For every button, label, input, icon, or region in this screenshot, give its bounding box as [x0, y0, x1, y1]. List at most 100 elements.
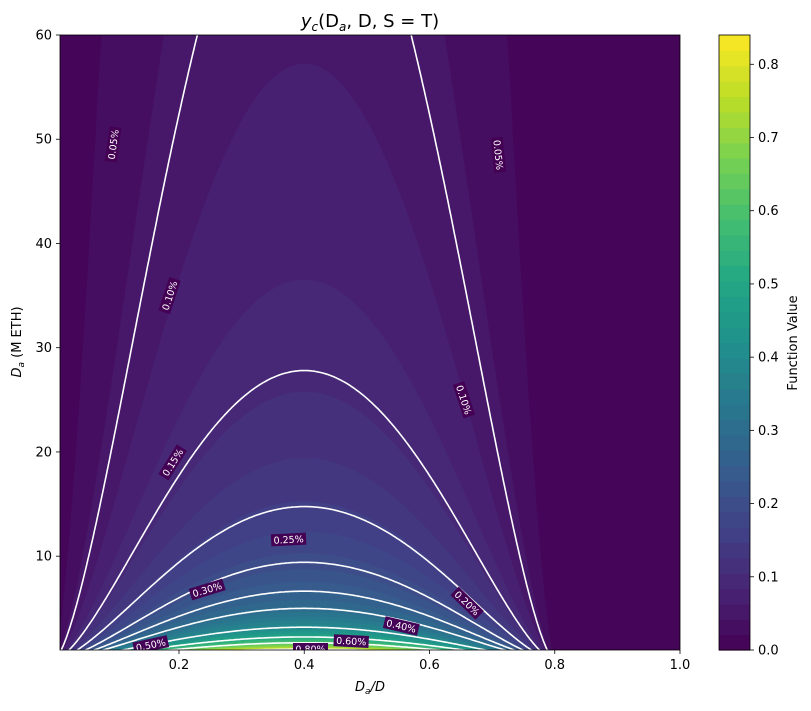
contour-label: 0.05% — [104, 126, 122, 163]
contour-label-text: 0.80% — [295, 645, 325, 656]
colorbar-band — [719, 450, 750, 467]
colorbar-band — [719, 65, 750, 82]
colorbar-band — [719, 465, 750, 482]
colorbar-band — [719, 327, 750, 344]
contour-label-layer: 0.05% 0.05%0.10%0.10%0.15%0.20%0.25%0.30%… — [104, 126, 507, 656]
y-tick-label: 30 — [35, 341, 52, 356]
contour-label: 0.60% — [333, 634, 369, 648]
colorbar-band — [719, 311, 750, 328]
contour-label: 0.80% — [293, 643, 328, 656]
contour-label-bg — [293, 643, 328, 650]
colorbar-band — [719, 603, 750, 620]
contour-line — [92, 590, 517, 650]
contour-label-text: 0.05% — [107, 129, 122, 160]
colorbar-band — [719, 557, 750, 574]
colorbar-band — [719, 234, 750, 251]
colorbar-bands — [719, 35, 750, 651]
filled-contour-layer — [60, 35, 680, 650]
colorbar-ticks: 0.0 0.1 0.2 0.3 0.4 0.5 0.6 0.7 0.8 — [750, 58, 779, 659]
contour-label-bg — [158, 277, 181, 315]
chart-title: yc(Da, D, S = T) — [300, 11, 439, 34]
colorbar-band — [719, 219, 750, 236]
contour-label-bg — [188, 578, 226, 601]
contour-label-bg — [450, 586, 484, 620]
contour-label-bg — [270, 532, 307, 547]
colorbar-tick-label: 0.1 — [758, 570, 779, 585]
colorbar-band — [719, 373, 750, 390]
contour-line — [162, 642, 446, 650]
colorbar-band — [719, 204, 750, 221]
colorbar-band — [719, 142, 750, 159]
colorbar-band — [719, 634, 750, 651]
x-tick-label: 0.8 — [544, 658, 565, 673]
colorbar-band — [719, 265, 750, 282]
colorbar-tick-label: 0.0 — [758, 644, 779, 659]
plot-area: 0.05% 0.05%0.10%0.10%0.15%0.20%0.25%0.30%… — [60, 35, 680, 656]
contour-label-bg — [104, 126, 122, 163]
colorbar-tick-label: 0.4 — [758, 351, 779, 366]
contour-label-text: 0.60% — [336, 636, 367, 649]
contour-label-bg — [382, 616, 420, 636]
colorbar-tick-label: 0.8 — [758, 58, 779, 73]
colorbar-tick-label: 0.5 — [758, 277, 779, 292]
colorbar-band — [719, 511, 750, 528]
contour-label: 0.25% — [270, 532, 307, 547]
contour-label-bg — [158, 444, 188, 481]
colorbar-tick-label: 0.2 — [758, 497, 779, 512]
x-tick-label: 1.0 — [670, 658, 691, 673]
contour-label: 0.50% — [132, 635, 170, 650]
colorbar-band — [719, 496, 750, 513]
x-tick-label: 0.2 — [169, 658, 190, 673]
contour-line — [67, 369, 541, 650]
colorbar-band — [719, 619, 750, 636]
contour-line — [60, 35, 549, 650]
x-tick-label: 0.6 — [419, 658, 440, 673]
colorbar-band — [719, 281, 750, 297]
colorbar-band — [719, 127, 750, 144]
y-axis-label: Da (M ETH) — [10, 306, 27, 377]
colorbar-band — [719, 35, 750, 51]
contour-label-bg — [452, 381, 476, 419]
colorbar-band — [719, 419, 750, 436]
contour-line — [139, 636, 470, 650]
colorbar-band — [719, 158, 750, 174]
contour-label-bg — [490, 136, 507, 173]
colorbar-band — [719, 404, 750, 420]
colorbar-band — [719, 588, 750, 605]
colorbar-band — [719, 50, 750, 67]
plot-frame — [59, 34, 681, 651]
colorbar-band — [719, 296, 750, 313]
colorbar-tick-label: 0.6 — [758, 204, 779, 219]
contour-label-bg — [132, 635, 170, 650]
colorbar-band — [719, 357, 750, 374]
y-tick-label: 10 — [35, 550, 52, 565]
colorbar-band — [719, 527, 750, 543]
colorbar-band — [719, 542, 750, 559]
colorbar-band — [719, 434, 750, 451]
contour-label-bg — [333, 634, 369, 649]
y-tick-label: 50 — [35, 133, 52, 148]
x-axis-ticks: 0.2 0.4 0.6 0.8 1.0 — [169, 650, 691, 673]
colorbar-band — [719, 388, 750, 405]
colorbar-band — [719, 173, 750, 190]
colorbar-band — [719, 111, 750, 128]
colorbar: 0.0 0.1 0.2 0.3 0.4 0.5 0.6 0.7 0.8 Function Val… — [718, 34, 801, 659]
y-tick-label: 20 — [35, 445, 52, 460]
y-tick-label: 60 — [35, 29, 52, 44]
colorbar-band — [719, 480, 750, 497]
contour-label: 0.05% — [490, 136, 507, 173]
colorbar-band — [719, 573, 750, 590]
colorbar-band — [719, 96, 750, 113]
colorbar-band — [719, 81, 750, 98]
y-axis-ticks: 10 20 30 40 50 60 — [35, 29, 60, 565]
colorbar-frame — [718, 34, 751, 651]
contour-line — [83, 561, 525, 650]
colorbar-band — [719, 188, 750, 205]
contour-line — [100, 607, 509, 650]
y-tick-label: 40 — [35, 237, 52, 252]
x-axis-label: Da/D — [355, 680, 385, 697]
contour-label-text: 0.25% — [273, 534, 304, 547]
x-tick-label: 0.4 — [294, 658, 315, 673]
colorbar-label: Function Value — [786, 295, 801, 390]
